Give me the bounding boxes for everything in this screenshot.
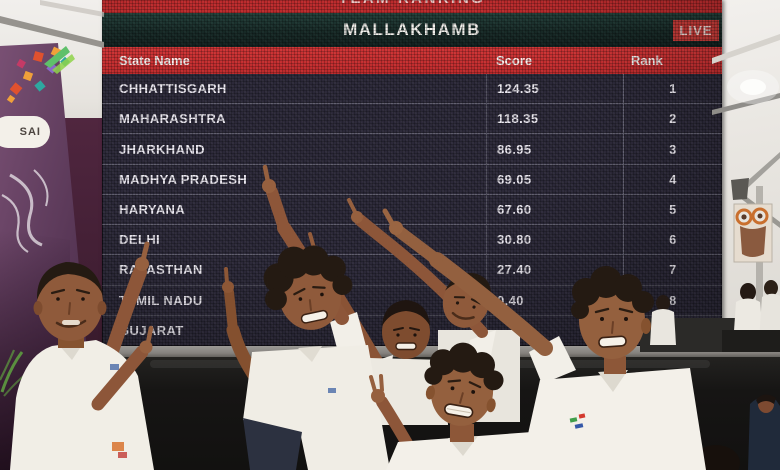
header-state-name: State Name xyxy=(119,53,190,68)
state-cell: HARYANA xyxy=(119,201,186,217)
state-cell: JHARKHAND xyxy=(119,141,205,157)
pillar-confetti-graphic xyxy=(6,46,75,104)
shirt-logo xyxy=(569,413,586,429)
pillar-ornament xyxy=(1,169,49,253)
rank-cell: 3 xyxy=(623,134,722,164)
state-cell: MADHYA PRADESH xyxy=(119,171,248,187)
state-cell: DELHI xyxy=(119,232,160,248)
boy-2-figure xyxy=(222,164,390,470)
table-row: MADHYA PRADESH 69.05 4 xyxy=(102,164,722,195)
ceiling-light xyxy=(727,70,779,104)
mascot-banner xyxy=(733,203,773,263)
table-row: HARYANA 67.60 5 xyxy=(102,194,722,226)
score-cell: 86.95 xyxy=(486,134,623,164)
rank-cell: 1 xyxy=(623,74,722,104)
rank-cell: 6 xyxy=(623,225,722,255)
state-cell: CHHATTISGARH xyxy=(119,81,227,97)
sai-logo-text: SAI xyxy=(19,126,41,138)
event-title: MALLAKHAMB xyxy=(343,20,481,39)
score-cell: 27.40 xyxy=(486,255,623,285)
foreground-bystanders xyxy=(692,394,780,470)
score-cell: 69.05 xyxy=(486,164,623,194)
live-badge: LIVE xyxy=(673,20,719,41)
state-cell: TAMIL NADU xyxy=(119,292,203,308)
rank-cell: 4 xyxy=(623,164,722,194)
event-title-bar: MALLAKHAMB LIVE xyxy=(102,13,722,47)
table-row: CHHATTISGARH 124.35 1 xyxy=(102,74,722,105)
score-cell: 118.35 xyxy=(486,104,623,134)
boy-1-figure xyxy=(10,241,154,470)
rank-cell: 2 xyxy=(623,104,722,134)
boy-5-figure xyxy=(382,208,706,470)
score-cell: 124.35 xyxy=(486,74,623,104)
sai-logo: SAI xyxy=(0,116,50,148)
table-header-row: State Name Score Rank xyxy=(102,47,722,74)
score-cell: 30.80 xyxy=(486,225,623,255)
background-spectators xyxy=(640,280,780,352)
rank-cell: 7 xyxy=(623,255,722,285)
table-row: JHARKHAND 86.95 3 xyxy=(102,134,722,165)
header-score: Score xyxy=(496,53,533,68)
header-rank: Rank xyxy=(631,53,663,68)
rank-cell: 5 xyxy=(623,194,722,225)
score-cell: 67.60 xyxy=(486,194,623,225)
table-row: DELHI 30.80 6 xyxy=(102,225,722,256)
state-cell: MAHARASHTRA xyxy=(119,111,226,127)
tent-pole-left xyxy=(0,0,104,48)
team-ranking-banner: TEAM RANKING xyxy=(102,0,722,13)
team-ranking-label: TEAM RANKING xyxy=(102,0,722,7)
led-scoreboard: TEAM RANKING MALLAKHAMB LIVE State Name … xyxy=(102,0,722,346)
table-row: MAHARASHTRA 118.35 2 xyxy=(102,104,722,135)
boy-4-figure xyxy=(369,342,548,470)
ranking-table-body: CHHATTISGARH 124.35 1 MAHARASHTRA 118.35… xyxy=(102,74,722,346)
